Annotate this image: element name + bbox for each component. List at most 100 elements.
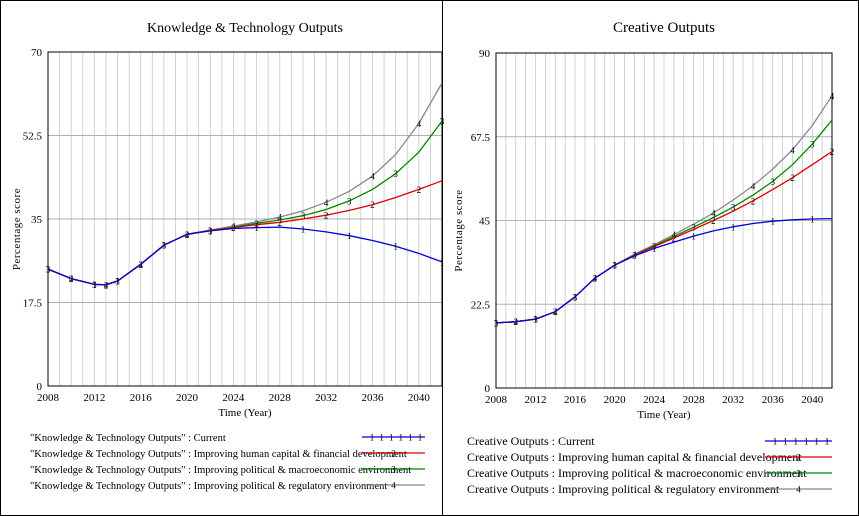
series-marker-1: 1 xyxy=(691,232,696,242)
series-marker-1: 1 xyxy=(254,223,259,233)
x-tick-label: 2024 xyxy=(643,394,666,406)
x-tick-label: 2036 xyxy=(762,394,785,406)
y-tick-label: 35 xyxy=(31,214,43,226)
series-marker-4: 4 xyxy=(672,230,677,240)
series-marker-3: 3 xyxy=(810,140,815,150)
x-tick-label: 2016 xyxy=(130,392,153,404)
legend-marker-1: 1 xyxy=(825,437,830,447)
x-axis-label: Time (Year) xyxy=(218,407,272,419)
x-tick-label: 2032 xyxy=(315,392,337,404)
y-tick-label: 70 xyxy=(31,47,43,59)
series-marker-3: 3 xyxy=(440,117,445,127)
series-marker-4: 4 xyxy=(751,181,756,191)
series-marker-1: 1 xyxy=(810,215,815,225)
legend-label-2: "Knowledge & Technology Outputs" : Impro… xyxy=(30,449,407,460)
series-marker-3: 3 xyxy=(393,169,398,179)
legend-marker-1: 1 xyxy=(408,433,413,443)
x-tick-label: 2020 xyxy=(176,392,199,404)
series-marker-4: 4 xyxy=(711,209,716,219)
series-marker-2: 2 xyxy=(711,216,716,226)
legend-marker-2: 2 xyxy=(796,453,801,463)
series-marker-2: 2 xyxy=(370,200,375,210)
series-marker-4: 4 xyxy=(370,172,375,182)
y-tick-label: 17.5 xyxy=(23,298,43,310)
series-marker-2: 2 xyxy=(417,185,422,195)
legend-marker-1: 1 xyxy=(794,437,799,447)
series-marker-4: 4 xyxy=(790,145,795,155)
x-tick-label: 2008 xyxy=(485,394,508,406)
y-tick-label: 90 xyxy=(479,48,491,60)
legend-marker-3: 3 xyxy=(391,465,396,475)
legend-marker-1: 1 xyxy=(783,437,788,447)
y-tick-label: 0 xyxy=(485,383,491,395)
series-line-1 xyxy=(495,217,833,324)
series-marker-3: 3 xyxy=(731,203,736,213)
legend-marker-4: 4 xyxy=(796,485,801,495)
x-tick-label: 2028 xyxy=(683,394,706,406)
y-tick-label: 67.5 xyxy=(471,132,491,144)
series-marker-1: 1 xyxy=(46,265,51,275)
legend-marker-2: 2 xyxy=(391,449,396,459)
plot-frame xyxy=(495,52,833,389)
x-axis-label: Time (Year) xyxy=(637,409,691,421)
plot-frame xyxy=(47,51,443,387)
series-marker-3: 3 xyxy=(301,211,306,221)
y-axis-label: Percentage score xyxy=(453,189,465,271)
legend-marker-1: 1 xyxy=(804,437,809,447)
series-marker-1: 1 xyxy=(494,318,499,328)
x-tick-label: 2040 xyxy=(801,394,824,406)
series-marker-2: 2 xyxy=(790,173,795,183)
legend-marker-1: 1 xyxy=(814,437,819,447)
series-marker-1: 1 xyxy=(612,261,617,271)
y-tick-label: 22.5 xyxy=(471,299,491,311)
legend-label-2: Creative Outputs : Improving human capit… xyxy=(467,450,802,464)
series-marker-1: 1 xyxy=(301,225,306,235)
series-marker-4: 4 xyxy=(830,91,835,101)
legend-marker-1: 1 xyxy=(399,433,404,443)
series-marker-3: 3 xyxy=(254,219,259,229)
x-tick-label: 2008 xyxy=(37,392,60,404)
y-tick-label: 52.5 xyxy=(23,131,43,143)
x-tick-label: 2012 xyxy=(525,394,547,406)
y-tick-label: 0 xyxy=(37,381,43,393)
series-line-1 xyxy=(47,226,443,286)
legend-marker-4: 4 xyxy=(391,481,396,491)
series-marker-1: 1 xyxy=(92,280,97,290)
series-marker-2: 2 xyxy=(324,211,329,221)
x-tick-label: 2012 xyxy=(83,392,105,404)
series-marker-2: 2 xyxy=(672,233,677,243)
legend-marker-3: 3 xyxy=(796,469,801,479)
series-marker-3: 3 xyxy=(770,177,775,187)
legend-label-4: Creative Outputs : Improving political &… xyxy=(467,482,780,496)
legend-marker-1: 1 xyxy=(379,433,384,443)
series-marker-1: 1 xyxy=(208,226,213,236)
x-tick-label: 2016 xyxy=(564,394,587,406)
series-marker-2: 2 xyxy=(278,218,283,228)
legend-marker-1: 1 xyxy=(773,437,778,447)
series-marker-3: 3 xyxy=(347,196,352,206)
legend-label-3: "Knowledge & Technology Outputs" : Impro… xyxy=(30,465,411,476)
series-marker-2: 2 xyxy=(751,196,756,206)
x-tick-label: 2024 xyxy=(222,392,245,404)
series-marker-1: 1 xyxy=(162,241,167,251)
series-marker-1: 1 xyxy=(115,277,120,287)
chart-title: Knowledge & Technology Outputs xyxy=(147,21,343,36)
series-marker-2: 2 xyxy=(830,147,835,157)
series-marker-1: 1 xyxy=(393,242,398,252)
chart-title: Creative Outputs xyxy=(613,20,715,36)
legend-label-3: Creative Outputs : Improving political &… xyxy=(467,466,807,480)
series-marker-1: 1 xyxy=(440,257,445,267)
legend-marker-1: 1 xyxy=(370,433,375,443)
chart-knowledge-technology: Knowledge & Technology Outputs 0 17.5 35 52.… xyxy=(11,21,445,492)
x-tick-label: 2040 xyxy=(408,392,431,404)
series-marker-1: 1 xyxy=(652,244,657,254)
y-axis-label: Percentage score xyxy=(11,188,23,270)
series-marker-4: 4 xyxy=(417,119,422,129)
series-marker-4: 4 xyxy=(278,213,283,223)
x-tick-label: 2028 xyxy=(269,392,292,404)
series-marker-1: 1 xyxy=(347,231,352,241)
y-tick-label: 45 xyxy=(479,216,491,228)
series-marker-4: 4 xyxy=(324,198,329,208)
legend-label-1: Creative Outputs : Current xyxy=(467,434,595,448)
